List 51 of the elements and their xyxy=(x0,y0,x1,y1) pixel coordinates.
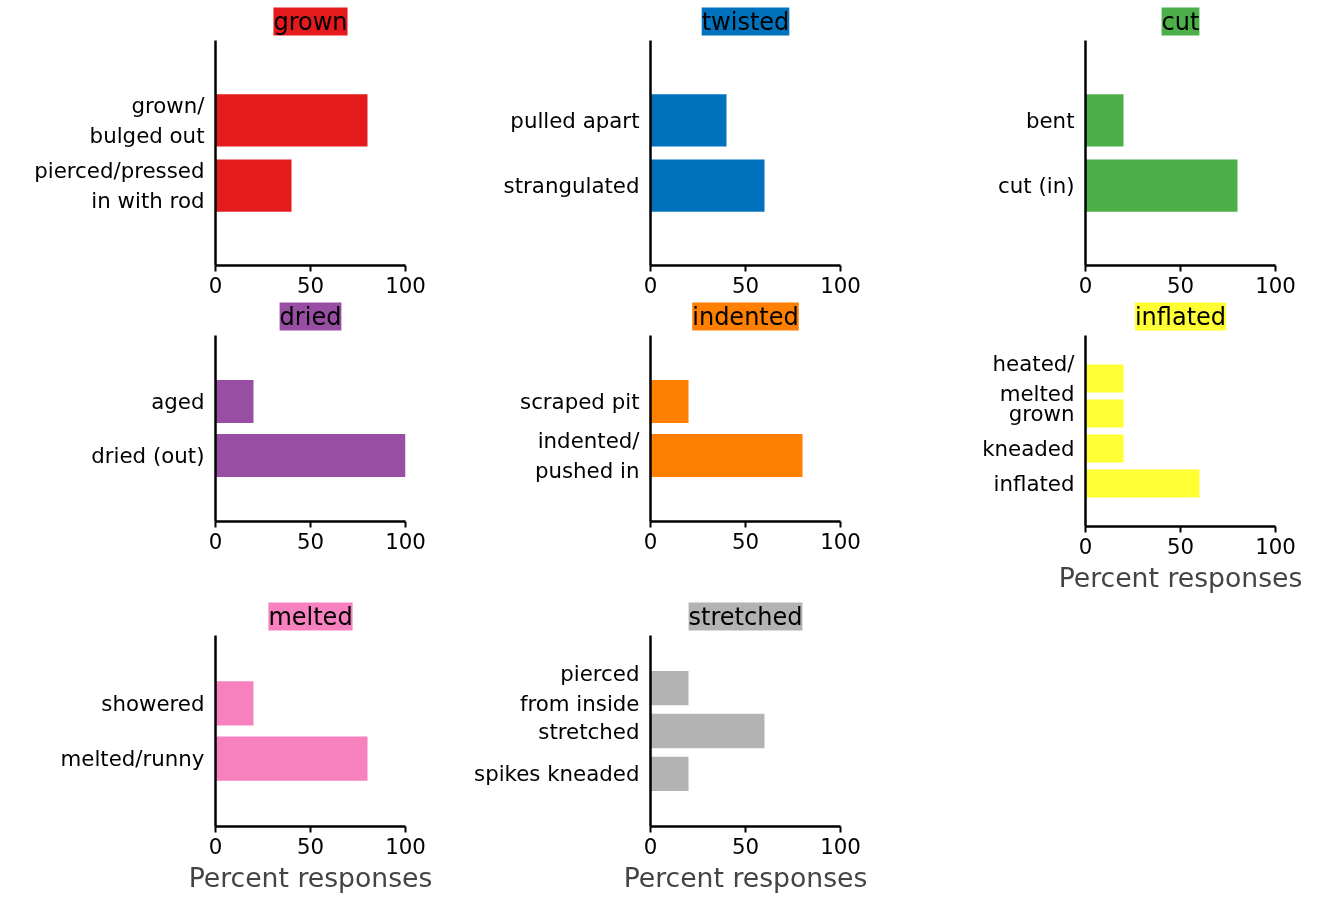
y-tick-label: dried (out) xyxy=(91,442,205,468)
x-tick-label: 100 xyxy=(1255,533,1296,559)
x-tick-label: 100 xyxy=(385,272,426,298)
x-tick-label: 0 xyxy=(1078,533,1093,559)
y-tick-label: kneaded xyxy=(982,436,1075,462)
chart-title: melted xyxy=(268,602,353,631)
x-tick-label: 0 xyxy=(643,833,658,859)
y-tick-label: melted/runny xyxy=(60,746,205,772)
y-tick-label: stretched xyxy=(538,718,640,744)
y-tick-label: pierced/pressed in with rod xyxy=(34,158,205,214)
x-tick-label: 100 xyxy=(385,528,426,554)
x-tick-label: 50 xyxy=(1166,533,1195,559)
x-tick-label: 50 xyxy=(1166,272,1195,298)
y-tick-label: cut (in) xyxy=(998,173,1075,199)
chart-title: dried xyxy=(279,302,342,331)
x-tick-label: 50 xyxy=(296,528,325,554)
x-tick-label: 50 xyxy=(731,272,760,298)
x-tick-label: 0 xyxy=(208,833,223,859)
x-tick-label: 50 xyxy=(296,833,325,859)
x-tick-label: 50 xyxy=(731,528,760,554)
x-tick-label: 50 xyxy=(731,833,760,859)
x-tick-label: 100 xyxy=(820,272,861,298)
x-tick-label: 0 xyxy=(208,528,223,554)
x-tick-label: 100 xyxy=(1255,272,1296,298)
chart-title: cut xyxy=(1161,7,1200,36)
x-tick-label: 100 xyxy=(820,833,861,859)
x-tick-label: 0 xyxy=(208,272,223,298)
chart-title: inflated xyxy=(1134,302,1227,331)
x-tick-label: 50 xyxy=(296,272,325,298)
x-tick-label: 100 xyxy=(385,833,426,859)
x-tick-label: 0 xyxy=(643,528,658,554)
chart-title: indented xyxy=(692,302,799,331)
y-tick-label: spikes kneaded xyxy=(474,761,640,787)
y-tick-label: grown/ bulged out xyxy=(89,92,206,148)
x-axis-title: Percent responses xyxy=(623,861,868,893)
y-tick-label: scraped pit xyxy=(520,389,640,415)
y-tick-label: aged xyxy=(151,389,205,415)
chart-title: grown xyxy=(273,7,348,36)
y-tick-label: showered xyxy=(101,690,205,716)
chart-title: stretched xyxy=(688,602,803,631)
x-axis-title: Percent responses xyxy=(1058,561,1303,593)
x-tick-label: 100 xyxy=(820,528,861,554)
x-tick-label: 0 xyxy=(643,272,658,298)
y-tick-label: bent xyxy=(1025,107,1075,133)
chart-title: twisted xyxy=(701,7,790,36)
y-tick-label: pulled apart xyxy=(510,107,640,133)
x-axis-title: Percent responses xyxy=(188,861,433,893)
y-tick-label: indented/ pushed in xyxy=(534,427,641,483)
y-tick-label: inflated xyxy=(993,471,1075,497)
x-tick-label: 0 xyxy=(1078,272,1093,298)
y-tick-label: strangulated xyxy=(503,173,640,199)
